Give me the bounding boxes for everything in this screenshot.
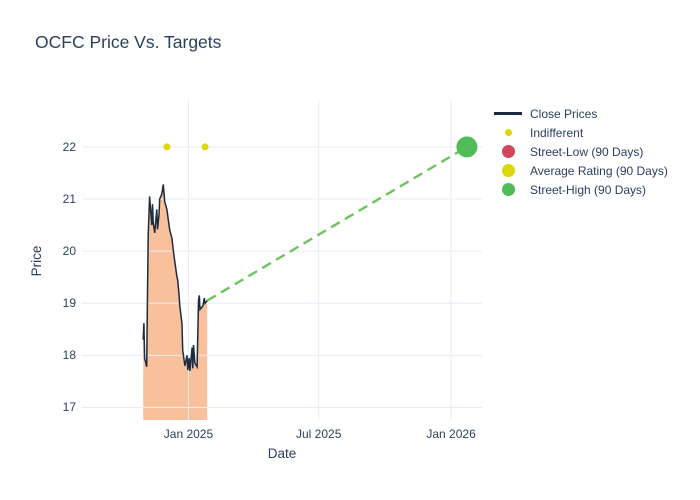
- close-prices-line[interactable]: [142, 184, 208, 372]
- legend-label: Street-Low (90 Days): [530, 144, 644, 159]
- projection-dashed-line: [206, 145, 468, 302]
- y-tick-label: 21: [62, 192, 76, 207]
- legend-dot-swatch-icon: [492, 129, 524, 136]
- y-tick-label: 18: [62, 348, 76, 363]
- y-tick-label: 19: [62, 296, 76, 311]
- legend-label: Average Rating (90 Days): [530, 163, 668, 178]
- indifferent-marker[interactable]: [201, 143, 209, 151]
- legend-dot-swatch-icon: [492, 183, 524, 196]
- x-axis-title: Date: [267, 446, 297, 461]
- y-tick-label: 17: [62, 400, 76, 415]
- y-tick-label: 20: [62, 244, 76, 259]
- legend-line-swatch-icon: [492, 112, 524, 115]
- legend-dot-swatch-icon: [492, 164, 524, 177]
- x-tick-label: Jul 2025: [296, 427, 342, 441]
- x-tick-label: Jan 2026: [426, 427, 476, 441]
- y-tick-label: 22: [62, 139, 76, 154]
- legend-item-average-rating-90-days[interactable]: Average Rating (90 Days): [492, 161, 668, 180]
- legend-dot-swatch-icon: [492, 145, 524, 158]
- legend-label: Street-High (90 Days): [530, 182, 647, 197]
- street-high-90-days-marker[interactable]: [456, 136, 478, 158]
- chart-title: OCFC Price Vs. Targets: [35, 32, 222, 52]
- legend-label: Close Prices: [530, 106, 598, 121]
- legend-item-close-prices[interactable]: Close Prices: [492, 104, 668, 123]
- legend-item-street-low-90-days[interactable]: Street-Low (90 Days): [492, 142, 668, 161]
- legend: Close Prices Indifferent Street-Low (90 Da…: [492, 104, 668, 199]
- legend-item-indifferent[interactable]: Indifferent: [492, 123, 668, 142]
- indifferent-marker[interactable]: [163, 143, 171, 151]
- x-tick-label: Jan 2025: [163, 427, 214, 441]
- legend-label: Indifferent: [530, 125, 584, 140]
- legend-item-street-high-90-days[interactable]: Street-High (90 Days): [492, 180, 668, 199]
